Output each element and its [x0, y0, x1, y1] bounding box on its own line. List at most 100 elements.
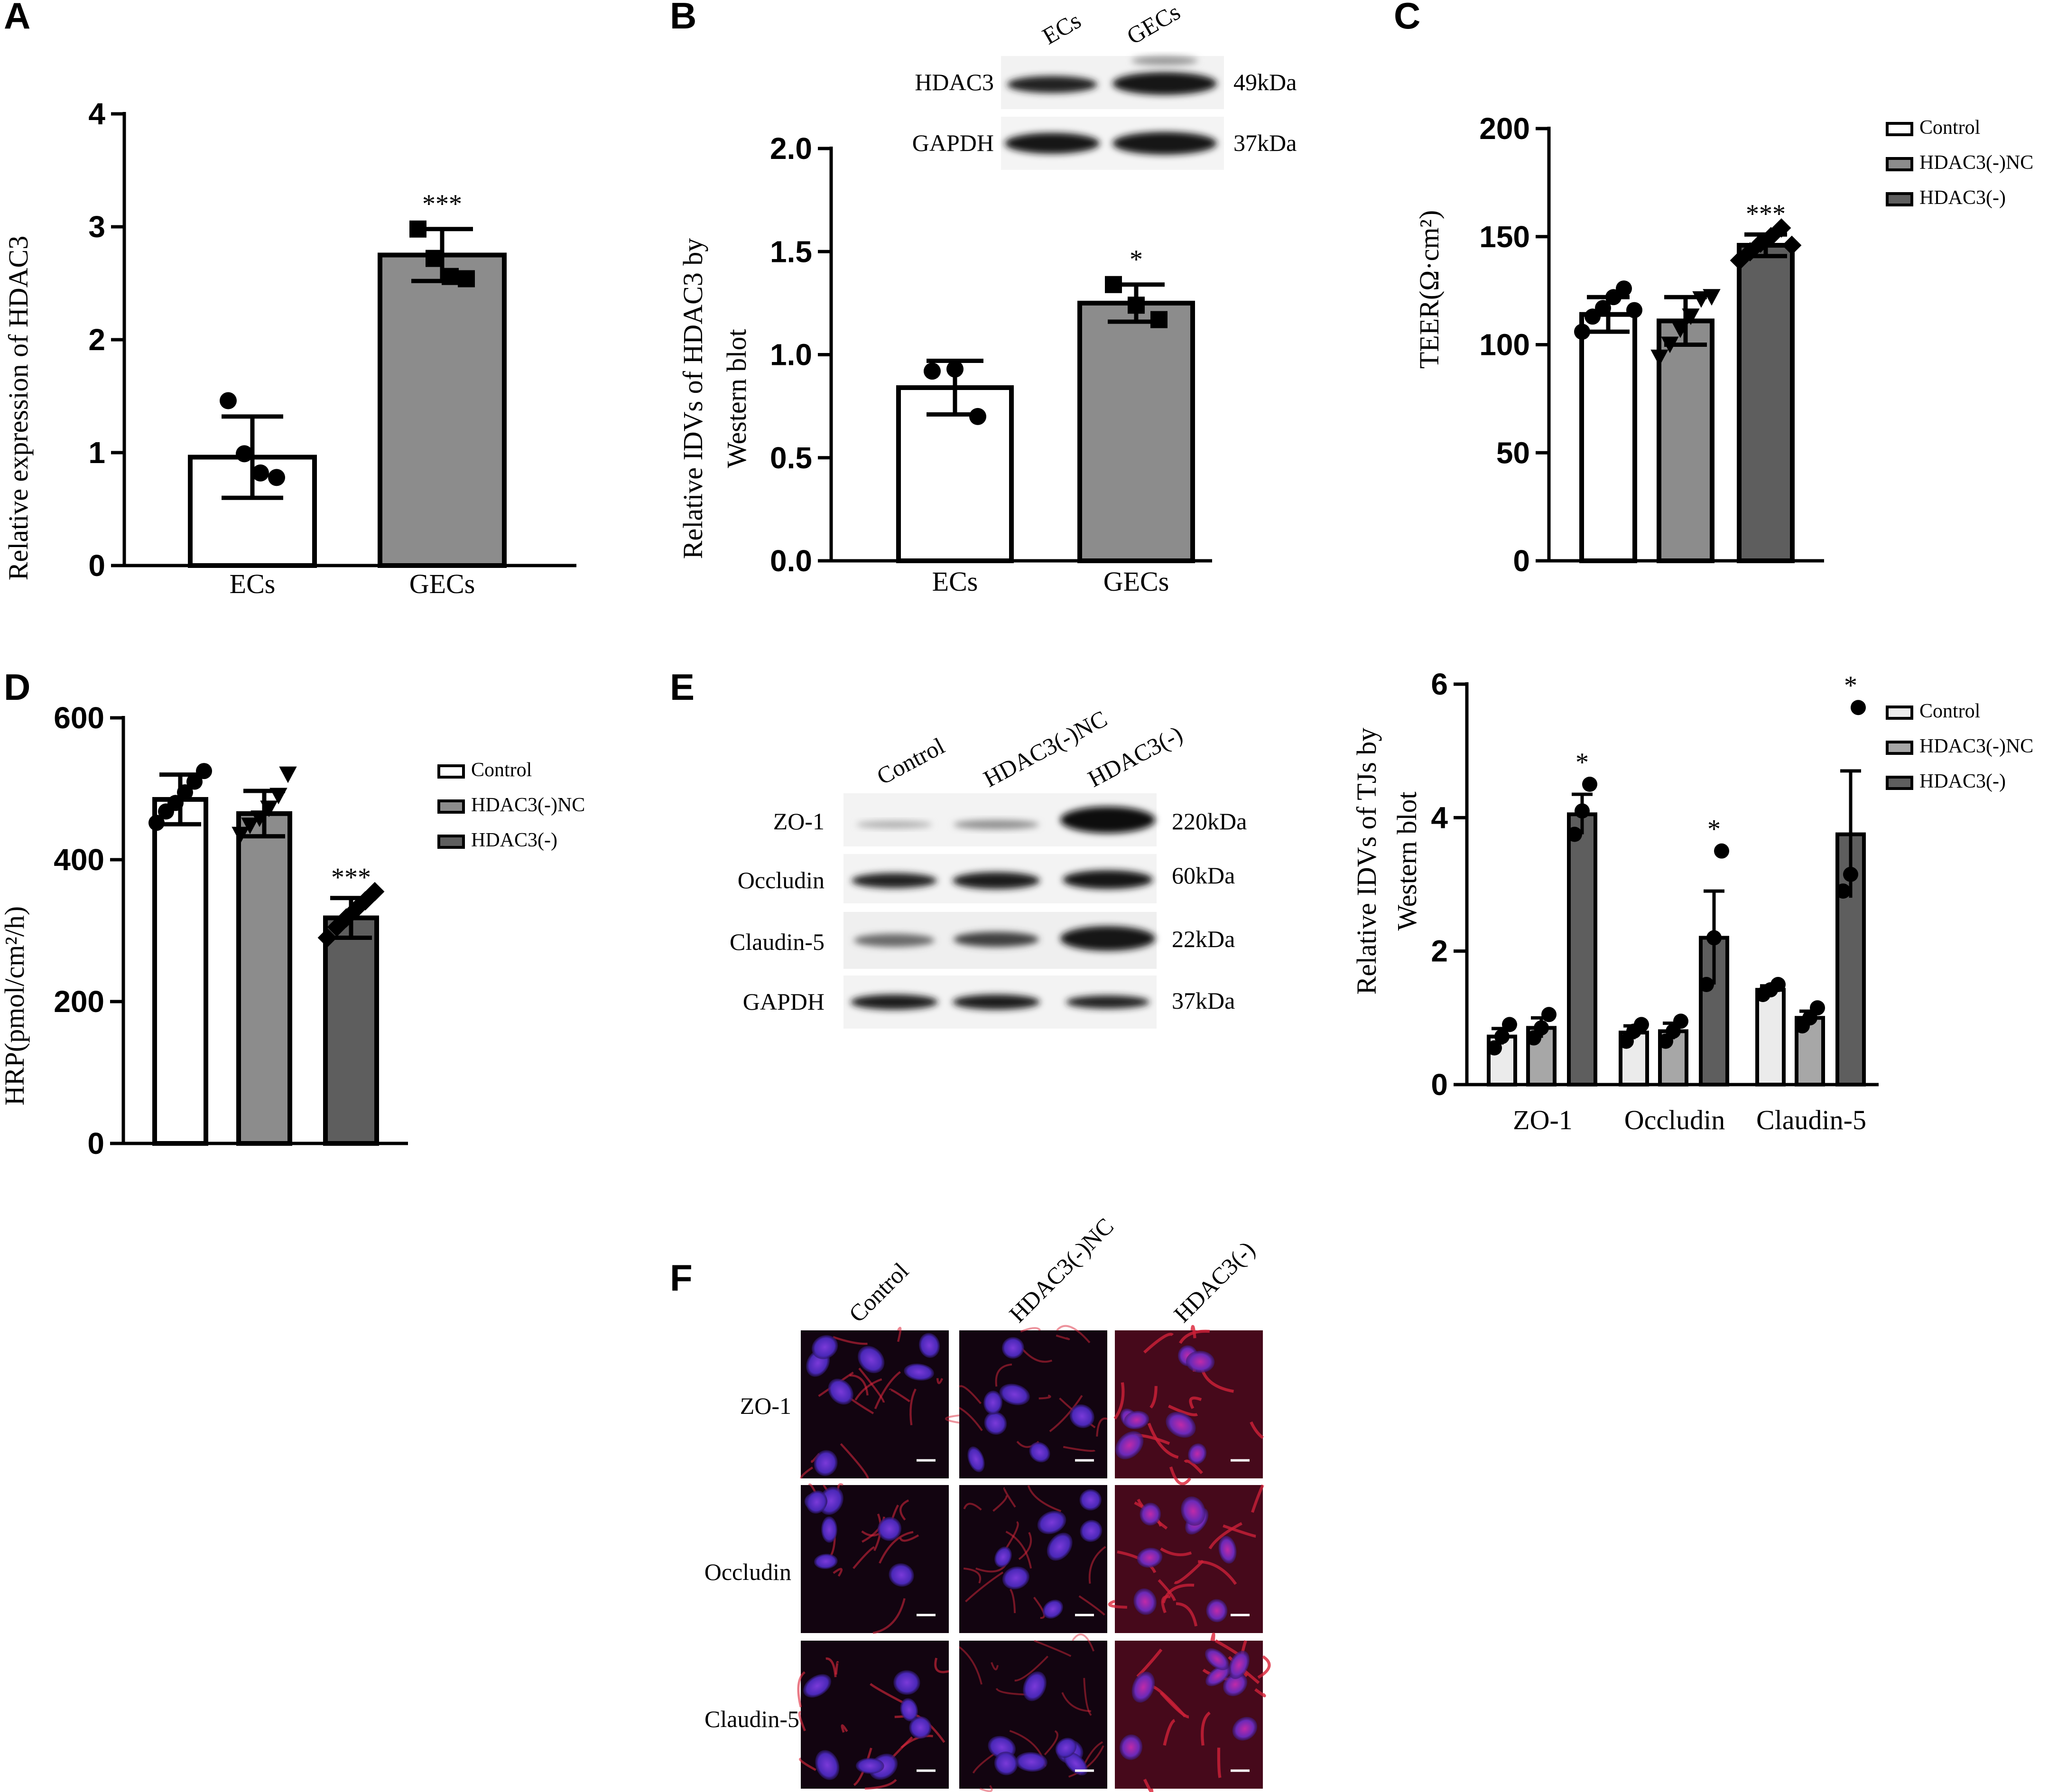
legend-swatch: [1886, 706, 1913, 720]
data-point: [346, 900, 366, 919]
bar: [1579, 312, 1637, 563]
y-tick-label: 0: [88, 548, 105, 583]
cell-membrane: [959, 1407, 983, 1431]
y-tick-label: 200: [1479, 111, 1530, 146]
cell-membrane: [995, 1688, 1029, 1696]
cell-membrane: [799, 1467, 814, 1479]
cell-membrane: [1113, 1382, 1125, 1420]
cell-membrane: [1190, 1325, 1196, 1338]
chart-c-ylabel: TEER(Ω·cm²): [1414, 210, 1445, 369]
y-tick-label: 1.5: [770, 234, 812, 269]
data-point: [1534, 1020, 1549, 1036]
data-point: [167, 795, 184, 811]
cell-nucleus: [893, 1670, 920, 1695]
data-point: [252, 464, 269, 482]
cell-membrane: [1021, 1347, 1053, 1363]
cell-nucleus: [812, 1335, 838, 1359]
blot-b-lane-ecs: ECs: [1038, 7, 1085, 49]
cell-membrane: [965, 1571, 1004, 1603]
legend-label: Control: [1919, 117, 1980, 139]
significance-label: *: [1130, 245, 1143, 274]
data-point: [365, 882, 385, 901]
bar: [236, 811, 292, 1146]
cell-nucleus: [814, 1553, 838, 1569]
cell-membrane: [963, 1503, 982, 1511]
cell-membrane: [992, 1495, 1008, 1512]
data-point: [1810, 1000, 1825, 1016]
data-point: [268, 469, 285, 486]
y-tick-label: 600: [54, 701, 104, 735]
data-point: [1673, 1013, 1688, 1029]
band: [852, 873, 937, 888]
cell-nucleus: [1023, 1671, 1047, 1701]
blot-e-label-occludin: Occludin: [738, 867, 825, 893]
data-point: [1541, 1007, 1557, 1022]
data-point: [1502, 1017, 1517, 1032]
if-row-occludin: Occludin: [704, 1559, 791, 1585]
cell-membrane: [1003, 1487, 1016, 1508]
cell-membrane: [874, 1371, 901, 1410]
band: [1131, 56, 1198, 65]
blot-b-label-hdac3: HDAC3: [915, 69, 994, 95]
bar: [1077, 300, 1195, 563]
cell-membrane: [1020, 1327, 1041, 1333]
chart-b-ylabel-line1: Relative IDVs of HDAC3 by: [677, 238, 708, 559]
cell-membrane: [1149, 1386, 1158, 1409]
data-point: [220, 392, 237, 409]
cell-nucleus: [1047, 1532, 1073, 1561]
blot-e-label-zo1: ZO-1: [773, 808, 825, 835]
cell-membrane: [1143, 1333, 1174, 1354]
cell-nucleus: [1029, 1442, 1050, 1463]
cell-nucleus: [1119, 1734, 1143, 1760]
significance-label: *: [1575, 748, 1589, 777]
data-point: [269, 788, 287, 805]
data-point: [458, 270, 475, 288]
band: [1060, 926, 1155, 951]
cell-nucleus: [815, 1750, 840, 1780]
cell-membrane: [1178, 1329, 1210, 1344]
panel-letter-a: A: [4, 0, 30, 37]
cell-membrane: [1018, 1532, 1032, 1560]
panel-letter-e: E: [670, 666, 695, 708]
cell-nucleus: [1037, 1511, 1066, 1534]
band: [854, 934, 935, 947]
cell-membrane: [1063, 1446, 1096, 1452]
cell-membrane: [958, 1385, 982, 1404]
legend-swatch: [1886, 776, 1913, 790]
blot-b-kda-gapdh: 37kDa: [1233, 130, 1297, 156]
cell-membrane: [1201, 1711, 1211, 1746]
legend-swatch: [437, 835, 465, 849]
cell-membrane: [1044, 1730, 1058, 1755]
significance-label: *: [1707, 815, 1721, 844]
cell-membrane: [858, 1367, 885, 1403]
data-point: [186, 773, 203, 790]
cell-membrane: [1009, 1588, 1016, 1614]
cell-nucleus: [1124, 1411, 1149, 1430]
cell-nucleus: [877, 1517, 902, 1541]
band: [953, 994, 1040, 1010]
data-point: [1634, 1017, 1649, 1032]
cell-membrane: [889, 1388, 910, 1402]
y-tick-label: 0: [1431, 1068, 1448, 1102]
blot-e-lane-control: Control: [872, 733, 949, 790]
cell-nucleus: [1166, 1411, 1196, 1438]
blot-b-label-gapdh: GAPDH: [912, 130, 994, 156]
significance-label: *: [1844, 671, 1857, 700]
data-point: [260, 800, 278, 817]
significance-label: ***: [331, 863, 371, 892]
data-point: [1574, 324, 1590, 340]
y-tick-label: 0.5: [770, 441, 812, 475]
data-point: [1105, 276, 1122, 293]
cell-membrane: [797, 1671, 806, 1708]
legend-label: HDAC3(-): [1919, 187, 2006, 209]
data-point: [327, 917, 347, 937]
cell-nucleus: [1055, 1737, 1077, 1758]
cell-membrane: [1201, 1369, 1234, 1393]
cell-nucleus: [1079, 1489, 1102, 1511]
cell-membrane: [1254, 1688, 1266, 1698]
data-point: [1575, 803, 1590, 819]
legend-label: HDAC3(-)NC: [1919, 735, 2033, 757]
chart-a: 0 1 2 3 4 ECs *** GECs: [88, 97, 576, 599]
data-point: [279, 766, 297, 783]
band: [1007, 76, 1097, 93]
